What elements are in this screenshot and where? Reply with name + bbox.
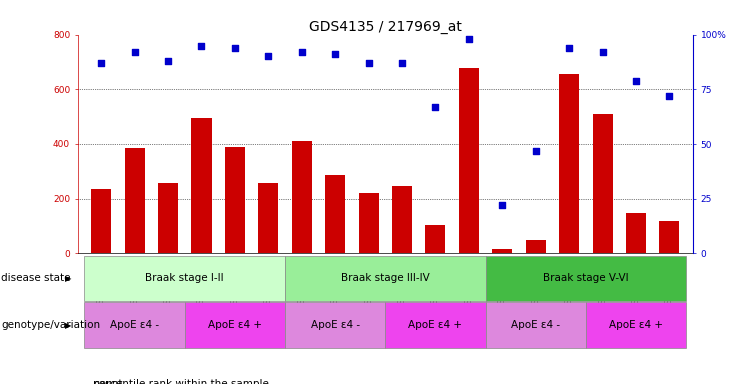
Bar: [359, 193, 379, 253]
Point: [362, 60, 374, 66]
Point: [162, 58, 174, 64]
Bar: [459, 68, 479, 253]
Text: ApoE ε4 +: ApoE ε4 +: [208, 320, 262, 331]
Text: ApoE ε4 -: ApoE ε4 -: [511, 320, 560, 331]
Bar: [84, 256, 285, 301]
Bar: [385, 303, 485, 349]
Point: [630, 78, 642, 84]
Bar: [492, 249, 512, 253]
Bar: [586, 303, 686, 349]
Text: count: count: [93, 379, 123, 384]
Text: genotype/variation: genotype/variation: [1, 320, 101, 331]
Bar: [259, 183, 279, 253]
Text: ApoE ε4 +: ApoE ε4 +: [609, 320, 663, 331]
Bar: [485, 303, 586, 349]
Bar: [325, 175, 345, 253]
Point: [496, 202, 508, 209]
Bar: [392, 186, 412, 253]
Bar: [285, 256, 485, 301]
Point: [563, 45, 575, 51]
Text: Braak stage III-IV: Braak stage III-IV: [341, 273, 430, 283]
Text: ▶: ▶: [65, 274, 72, 283]
Point: [463, 36, 475, 42]
Text: ApoE ε4 -: ApoE ε4 -: [110, 320, 159, 331]
Point: [296, 49, 308, 55]
Bar: [292, 141, 312, 253]
Bar: [285, 303, 385, 349]
Point: [530, 147, 542, 154]
Point: [663, 93, 675, 99]
Text: ▶: ▶: [65, 321, 72, 330]
Bar: [225, 147, 245, 253]
Point: [597, 49, 608, 55]
Point: [430, 104, 442, 110]
Bar: [191, 118, 211, 253]
Bar: [593, 114, 613, 253]
Point: [129, 49, 141, 55]
Text: Braak stage I-II: Braak stage I-II: [145, 273, 224, 283]
Bar: [84, 303, 185, 349]
Title: GDS4135 / 217969_at: GDS4135 / 217969_at: [309, 20, 462, 33]
Bar: [185, 303, 285, 349]
Text: ApoE ε4 +: ApoE ε4 +: [408, 320, 462, 331]
Text: ApoE ε4 -: ApoE ε4 -: [310, 320, 359, 331]
Point: [196, 43, 207, 49]
Point: [396, 60, 408, 66]
Bar: [91, 189, 111, 253]
Bar: [425, 225, 445, 253]
Point: [329, 51, 341, 57]
Bar: [659, 221, 679, 253]
Text: disease state: disease state: [1, 273, 71, 283]
Bar: [525, 240, 546, 253]
Bar: [158, 183, 178, 253]
Text: Braak stage V-VI: Braak stage V-VI: [543, 273, 628, 283]
Bar: [626, 213, 646, 253]
Text: percentile rank within the sample: percentile rank within the sample: [93, 379, 269, 384]
Bar: [485, 256, 686, 301]
Point: [262, 53, 274, 60]
Bar: [124, 148, 144, 253]
Point: [96, 60, 107, 66]
Bar: [559, 74, 579, 253]
Point: [229, 45, 241, 51]
